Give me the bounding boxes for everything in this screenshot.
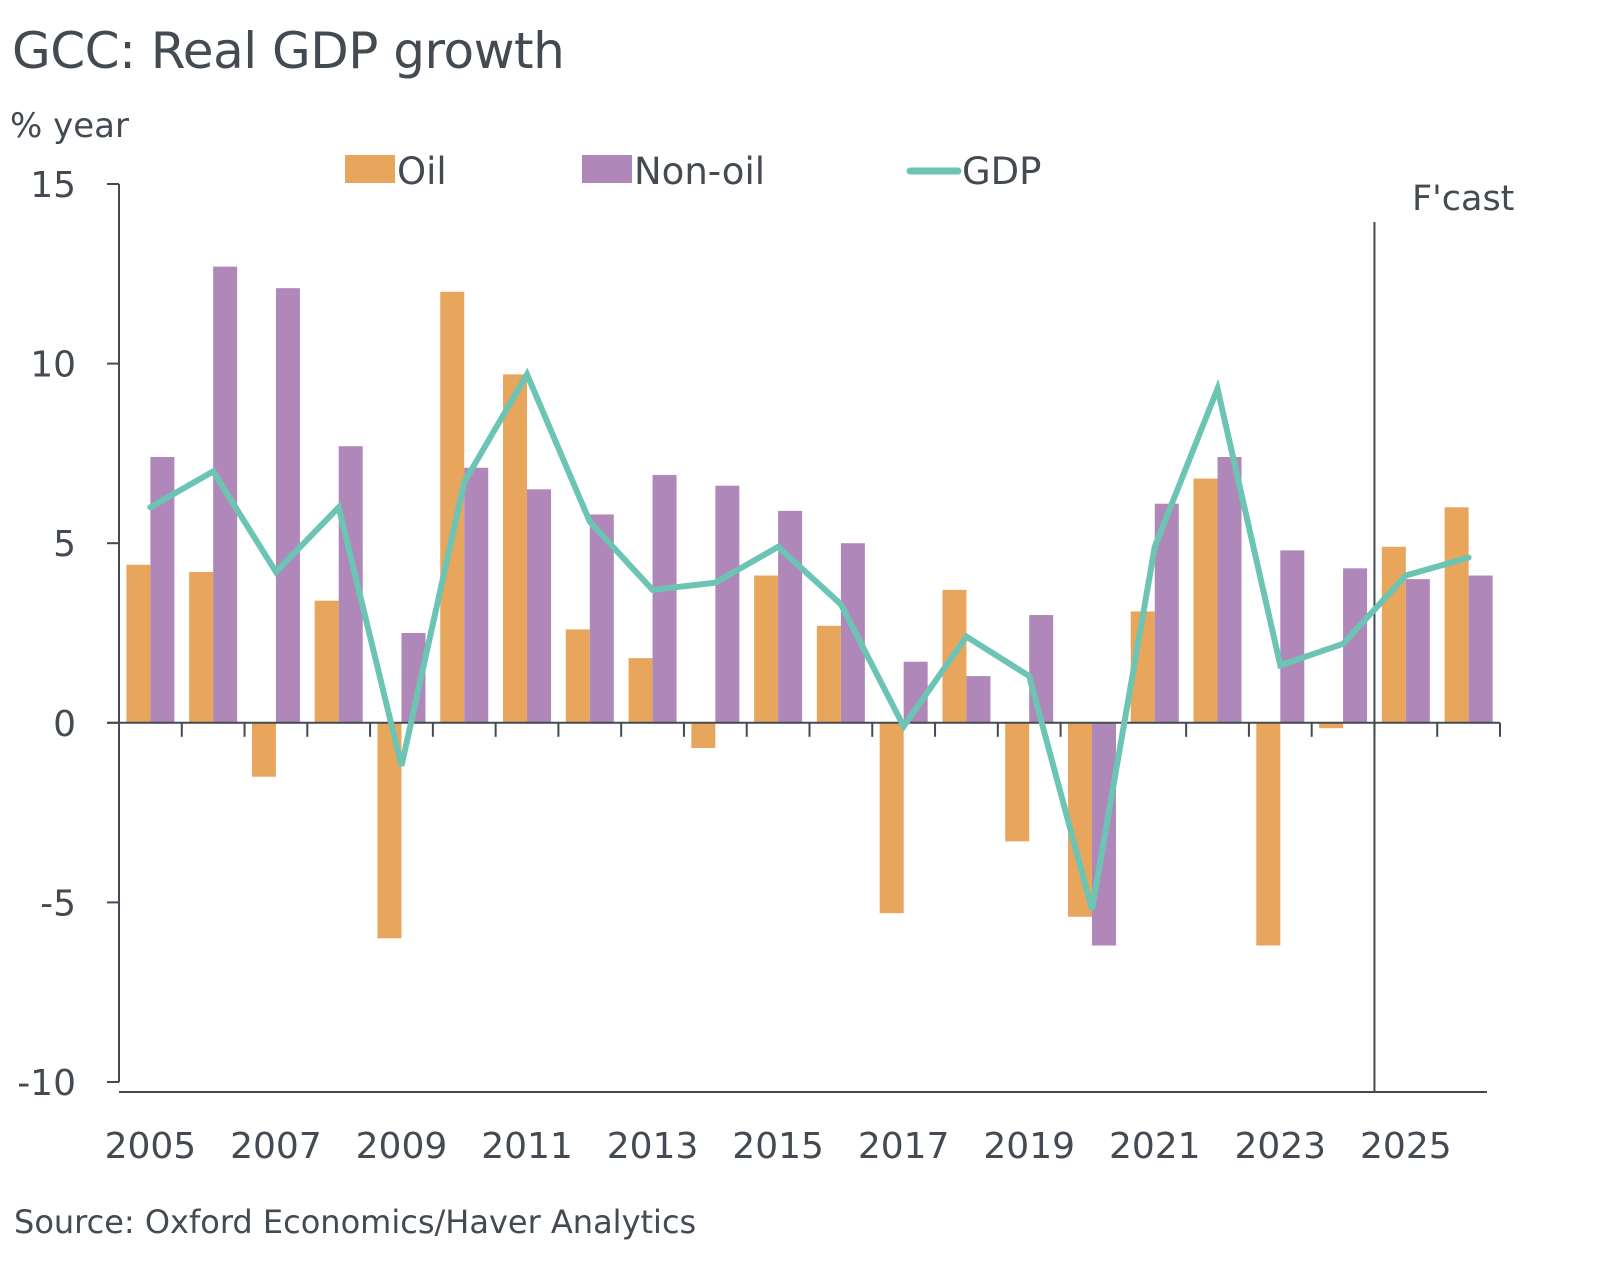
legend-label-oil: Oil — [397, 150, 447, 193]
non-oil-bar-2010 — [464, 467, 489, 723]
legend-label-gdp: GDP — [962, 150, 1041, 193]
chart-title: GCC: Real GDP growth — [12, 22, 565, 80]
oil-bar-2012 — [565, 629, 590, 723]
x-tick-label-2023: 2023 — [1234, 1126, 1326, 1167]
gdp-line-layer — [147, 367, 1472, 911]
oil-bar-2005 — [126, 564, 151, 723]
non-oil-bar-2007 — [275, 288, 300, 723]
non-oil-bar-2023 — [1280, 550, 1305, 723]
x-tick-label-2009: 2009 — [356, 1126, 448, 1167]
oil-bar-2017 — [879, 722, 904, 914]
bars-layer — [126, 266, 1493, 946]
non-oil-bar-2024 — [1343, 568, 1368, 723]
oil-bar-2014 — [691, 722, 716, 748]
oil-bar-2015 — [754, 575, 779, 723]
x-tick-label-2021: 2021 — [1109, 1126, 1201, 1167]
x-tick-label-2019: 2019 — [983, 1126, 1075, 1167]
y-tick-label: 5 — [53, 524, 76, 565]
oil-bar-2008 — [314, 600, 339, 723]
oil-bar-2016 — [816, 625, 841, 723]
oil-bar-2024 — [1319, 722, 1344, 729]
oil-bar-2025 — [1381, 546, 1406, 723]
x-tick-label-2025: 2025 — [1360, 1126, 1452, 1167]
non-oil-bar-2025 — [1405, 579, 1430, 723]
legend-swatch-non-oil — [582, 155, 632, 183]
forecast-label: F'cast — [1412, 179, 1514, 219]
source-note: Source: Oxford Economics/Haver Analytics — [14, 1203, 697, 1241]
x-tick-label-2017: 2017 — [858, 1126, 950, 1167]
non-oil-bar-2015 — [778, 510, 803, 723]
oil-bar-2007 — [251, 722, 276, 777]
y-tick-label: 10 — [30, 345, 76, 386]
x-tick-label-2005: 2005 — [105, 1126, 197, 1167]
y-axis-unit-label: % year — [10, 106, 129, 146]
x-tick-label-2007: 2007 — [230, 1126, 322, 1167]
legend-swatch-oil — [345, 155, 395, 183]
non-oil-bar-2011 — [527, 489, 552, 723]
non-oil-bar-2018 — [966, 676, 991, 723]
x-tick-label-2013: 2013 — [607, 1126, 699, 1167]
legend: Oil Non-oil GDP — [345, 150, 1041, 193]
y-tick-label: -10 — [17, 1063, 76, 1104]
non-oil-bar-2026 — [1468, 575, 1493, 723]
non-oil-bar-2022 — [1217, 456, 1242, 723]
oil-bar-2023 — [1256, 722, 1281, 946]
y-tick-label: 0 — [53, 704, 76, 745]
gdp-line — [147, 367, 1472, 911]
legend-label-non-oil: Non-oil — [634, 150, 765, 193]
non-oil-bar-2012 — [589, 514, 614, 723]
x-tick-label-2015: 2015 — [732, 1126, 824, 1167]
non-oil-bar-2019 — [1029, 615, 1054, 723]
oil-bar-2022 — [1193, 478, 1218, 723]
oil-bar-2026 — [1444, 507, 1469, 723]
oil-bar-2019 — [1005, 722, 1030, 842]
non-oil-bar-2014 — [715, 485, 740, 723]
oil-bar-2006 — [189, 571, 214, 723]
non-oil-bar-2013 — [652, 474, 677, 723]
x-tick-label-2011: 2011 — [481, 1126, 573, 1167]
y-tick-label: 15 — [30, 165, 76, 206]
oil-bar-2011 — [503, 374, 528, 723]
axes-layer: 15 10 5 0 -5 -10 2005 2007 2009 2011 2013 2015 2017 2… — [17, 165, 1514, 1167]
y-tick-label: -5 — [40, 883, 76, 924]
oil-bar-2013 — [628, 658, 653, 723]
